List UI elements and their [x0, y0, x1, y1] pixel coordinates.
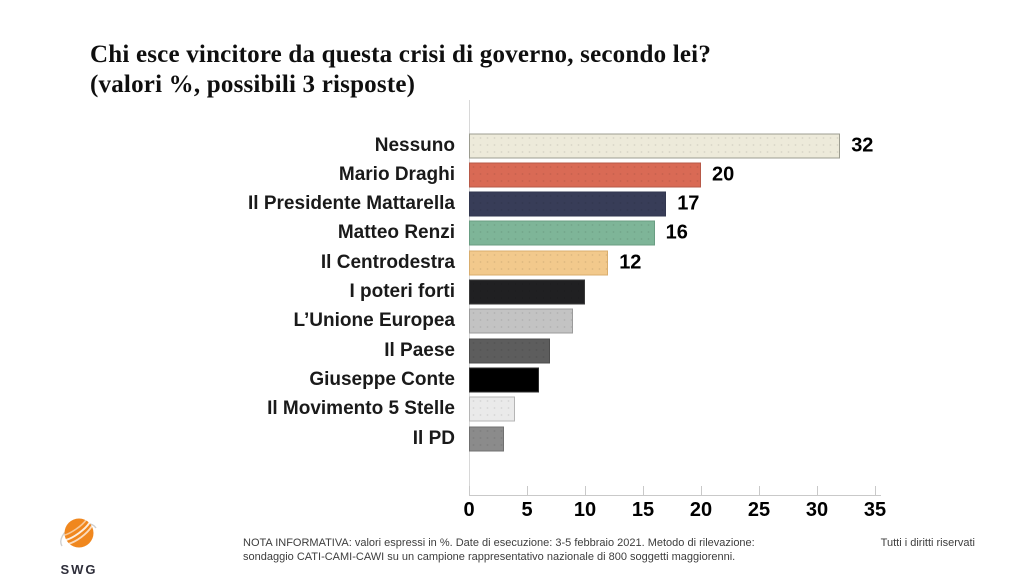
bar-label: Il PD — [412, 427, 455, 449]
chart-row: Il PD — [0, 424, 1024, 453]
chart-row: Il Paese — [0, 336, 1024, 365]
axis-tick — [585, 486, 586, 495]
note-line2: sondaggio CATI-CAMI-CAWI su un campione … — [243, 550, 736, 563]
bar — [469, 250, 609, 276]
chart-row: Il Centrodestra 12 — [0, 248, 1024, 277]
chart-row: Giuseppe Conte — [0, 365, 1024, 394]
bar-value-label: 17 — [677, 192, 700, 215]
bar — [469, 396, 516, 422]
axis-tick — [875, 486, 876, 495]
bar-value-label: 16 — [665, 221, 688, 244]
axis-tick — [643, 486, 644, 495]
axis-tick-label: 35 — [863, 499, 887, 521]
bar-value-label: 32 — [851, 134, 874, 156]
bar — [469, 308, 574, 334]
bar — [469, 220, 655, 246]
chart-row: Matteo Renzi 16 — [0, 219, 1024, 248]
swg-logo-text: SWG — [60, 562, 98, 576]
chart-row: Mario Draghi 20 — [0, 160, 1024, 189]
bar-label: Mario Draghi — [338, 163, 455, 185]
axis-tick-label: 0 — [463, 499, 475, 521]
swg-logo: SWG — [50, 516, 108, 576]
chart-row: Il Movimento 5 Stelle — [0, 395, 1024, 424]
bar-label: L’Unione Europea — [293, 310, 455, 332]
swg-globe-icon — [60, 518, 97, 548]
bar — [469, 133, 841, 158]
bar — [469, 367, 539, 393]
axis-tick — [527, 486, 528, 495]
chart-title-line1: Chi esce vincitore da questa crisi di go… — [90, 41, 712, 68]
chart-title: Chi esce vincitore da questa crisi di go… — [90, 40, 711, 100]
axis-tick — [469, 486, 470, 495]
axis-tick — [817, 486, 818, 495]
bar — [469, 162, 701, 188]
axis-tick — [701, 486, 702, 495]
axis-tick — [759, 486, 760, 495]
bar — [469, 426, 504, 451]
bar-value-label: 20 — [712, 163, 735, 186]
bar — [469, 279, 585, 305]
bar-label: Giuseppe Conte — [309, 368, 455, 390]
axis-tick-label: 10 — [573, 499, 597, 521]
chart-row: L’Unione Europea — [0, 307, 1024, 336]
bar-label: Matteo Renzi — [337, 222, 455, 244]
axis-tick-label: 15 — [631, 499, 655, 521]
chart-row: Il Presidente Mattarella 17 — [0, 190, 1024, 219]
bar — [469, 338, 551, 364]
axis-tick-label: 30 — [805, 499, 829, 521]
bar-label: Il Paese — [384, 339, 455, 361]
bar-label: I poteri forti — [349, 281, 455, 302]
chart-row: I poteri forti — [0, 278, 1024, 307]
bar-label: Il Movimento 5 Stelle — [267, 398, 455, 420]
informative-note: NOTA INFORMATIVA: valori espressi in %. … — [243, 537, 755, 564]
chart-row: Nessuno 32 — [0, 131, 1024, 160]
bar-label: Il Centrodestra — [320, 251, 455, 273]
rights-reserved-text: Tutti i diritti riservati — [880, 537, 975, 549]
bar — [469, 191, 667, 217]
chart-title-line2: (valori %, possibili 3 risposte) — [90, 71, 416, 98]
note-line1: NOTA INFORMATIVA: valori espressi in %. … — [243, 537, 755, 549]
axis-tick-label: 20 — [689, 499, 713, 521]
bar-value-label: 12 — [619, 251, 642, 274]
x-axis-line — [469, 495, 881, 496]
bar-label: Nessuno — [374, 134, 455, 156]
axis-tick-label: 5 — [521, 499, 533, 521]
bar-label: Il Presidente Mattarella — [248, 193, 455, 215]
axis-tick-label: 25 — [747, 499, 771, 521]
